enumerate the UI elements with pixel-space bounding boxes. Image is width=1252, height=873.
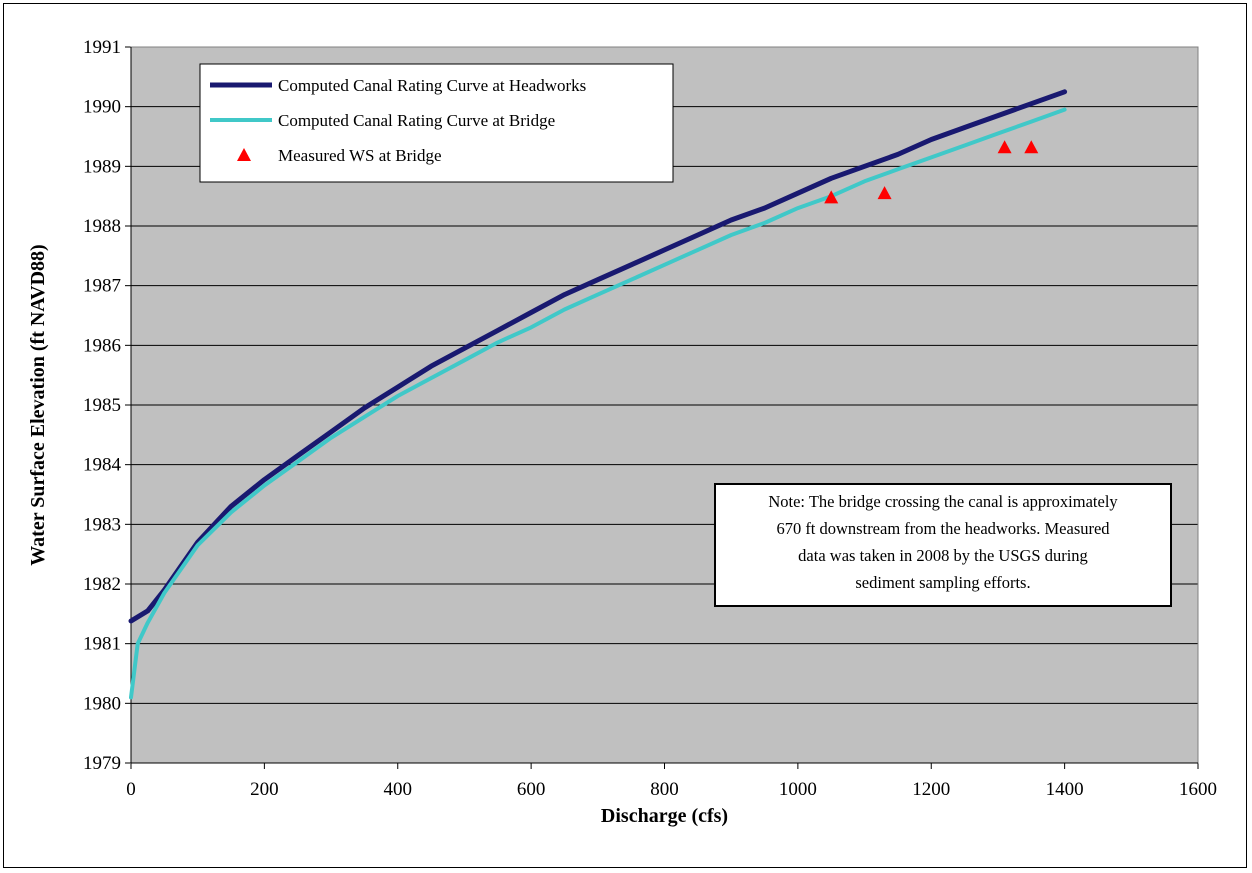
x-tick-label: 200 xyxy=(250,779,279,800)
legend: Computed Canal Rating Curve at Headworks… xyxy=(199,63,674,183)
y-tick-label: 1983 xyxy=(83,514,121,535)
y-tick-label: 1987 xyxy=(83,276,121,297)
x-tick-label: 800 xyxy=(650,779,679,800)
y-tick-label: 1988 xyxy=(83,216,121,237)
y-tick-label: 1980 xyxy=(83,693,121,714)
x-tick-labels: 0 200 400 600 800 1000 1200 1400 1600 xyxy=(126,779,1217,800)
measured-point xyxy=(824,190,839,204)
x-axis-title: Discharge (cfs) xyxy=(601,805,728,827)
y-tick-label: 1982 xyxy=(83,574,121,595)
x-tick-label: 1000 xyxy=(779,779,817,800)
x-tick-label: 400 xyxy=(384,779,413,800)
measured-point xyxy=(1024,140,1039,154)
measured-point xyxy=(877,186,892,200)
note-border xyxy=(714,483,1172,607)
legend-label-bridge: Computed Canal Rating Curve at Bridge xyxy=(278,111,555,130)
y-tick-label: 1981 xyxy=(83,634,121,655)
series-line-headworks xyxy=(128,89,1068,624)
rating-curve-chart: 1979 1980 1981 1982 1983 1984 1985 1986 1987 1988… xyxy=(27,37,1217,827)
y-tick-label: 1985 xyxy=(83,395,121,416)
y-tick-label: 1979 xyxy=(83,753,121,774)
x-tick-label: 0 xyxy=(126,779,136,800)
legend-swatch-measured xyxy=(237,148,251,161)
y-tick-labels: 1979 1980 1981 1982 1983 1984 1985 1986 1987 1988… xyxy=(83,37,122,774)
note-line-3: data was taken in 2008 by the USGS durin… xyxy=(798,546,1088,565)
note-line-4: sediment sampling efforts. xyxy=(855,573,1030,592)
x-tick-label: 600 xyxy=(517,779,546,800)
note-line-1: Note: The bridge crossing the canal is a… xyxy=(768,492,1118,511)
x-tick-label: 1200 xyxy=(912,779,950,800)
y-tick-label: 1990 xyxy=(83,97,121,118)
legend-label-measured: Measured WS at Bridge xyxy=(278,146,442,165)
series-group xyxy=(128,89,1068,700)
y-tick-label: 1986 xyxy=(83,335,121,356)
x-tick-label: 1400 xyxy=(1046,779,1084,800)
note-line-2: 670 ft downstream from the headworks. Me… xyxy=(776,519,1110,538)
y-axis-title: Water Surface Elevation (ft NAVD88) xyxy=(27,244,49,565)
y-tick-label: 1991 xyxy=(83,37,121,58)
legend-box xyxy=(199,63,674,183)
measured-point xyxy=(997,140,1012,154)
x-tick-label: 1600 xyxy=(1179,779,1217,800)
series-line-bridge xyxy=(129,107,1067,700)
chart-frame: 1979 1980 1981 1982 1983 1984 1985 1986 1987 1988… xyxy=(3,3,1247,868)
note-box: Note: The bridge crossing the canal is a… xyxy=(714,483,1172,607)
y-tick-label: 1984 xyxy=(83,455,122,476)
axes xyxy=(130,46,1199,764)
legend-label-headworks: Computed Canal Rating Curve at Headworks xyxy=(278,76,586,95)
y-tick-label: 1989 xyxy=(83,156,121,177)
